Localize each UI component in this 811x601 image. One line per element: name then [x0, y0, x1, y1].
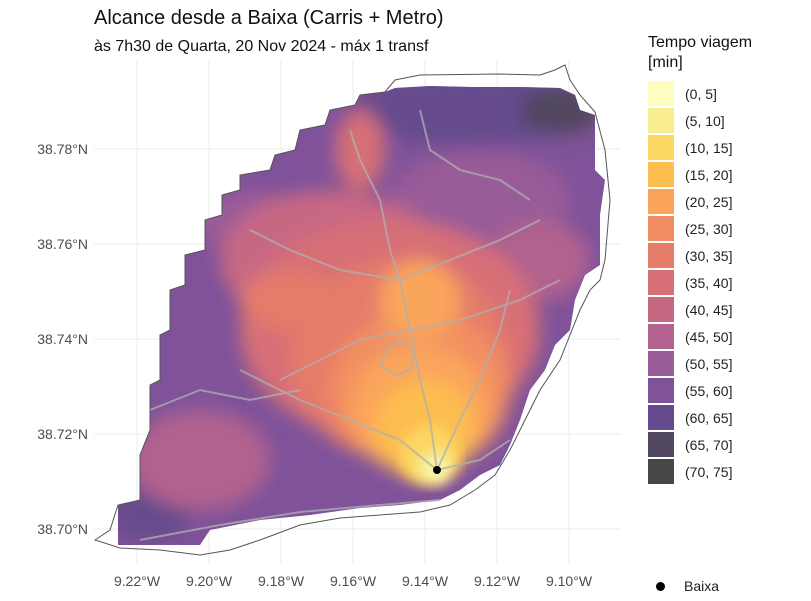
point-legend-label: Baixa: [684, 578, 720, 594]
legend-item: (15, 20]: [648, 161, 732, 188]
legend-item: (70, 75]: [648, 458, 732, 485]
legend-swatch: [648, 432, 674, 457]
point-legend: Baixa: [648, 578, 719, 594]
chart-title: Alcance desde a Baixa (Carris + Metro): [94, 7, 444, 29]
legend-label: (0, 5]: [685, 85, 717, 102]
street-network: [139, 109, 561, 541]
legend-swatch: [648, 351, 674, 376]
y-tick-label: 38.76°N: [37, 236, 88, 252]
legend-label: (15, 20]: [685, 166, 733, 183]
legend-label: (20, 25]: [685, 193, 733, 210]
y-tick-label: 38.78°N: [37, 141, 88, 157]
legend-item: (45, 50]: [648, 323, 732, 350]
legend-item: (5, 10]: [648, 107, 732, 134]
legend-label: (50, 55]: [685, 355, 733, 372]
legend-swatch: [648, 189, 674, 214]
x-axis-ticks: 9.22°W 9.20°W 9.18°W 9.16°W 9.14°W 9.12°…: [114, 573, 593, 589]
legend-swatch: [648, 243, 674, 268]
legend-swatch: [648, 405, 674, 430]
x-tick-label: 9.10°W: [546, 573, 593, 589]
legend-label: (55, 60]: [685, 382, 733, 399]
legend-label: (40, 45]: [685, 301, 733, 318]
y-tick-label: 38.72°N: [37, 426, 88, 442]
legend-item: (10, 15]: [648, 134, 732, 161]
legend-swatch: [648, 81, 674, 106]
x-tick-label: 9.22°W: [114, 573, 161, 589]
y-axis-ticks: 38.78°N 38.76°N 38.74°N 38.72°N 38.70°N: [37, 141, 88, 537]
legend-label: (65, 70]: [685, 436, 733, 453]
legend: (0, 5] (5, 10] (10, 15] (15, 20] (20, 25] (25…: [648, 80, 732, 485]
legend-swatch: [648, 459, 674, 484]
legend-item: (60, 65]: [648, 404, 732, 431]
baixa-point: [433, 466, 441, 474]
legend-swatch: [648, 108, 674, 133]
legend-swatch: [648, 135, 674, 160]
legend-swatch: [648, 216, 674, 241]
x-tick-label: 9.16°W: [330, 573, 377, 589]
legend-swatch: [648, 297, 674, 322]
legend-label: (5, 10]: [685, 112, 725, 129]
travel-time-surface: [118, 86, 605, 545]
legend-swatch: [648, 270, 674, 295]
legend-swatch: [648, 162, 674, 187]
legend-label: (25, 30]: [685, 220, 733, 237]
x-tick-label: 9.18°W: [258, 573, 305, 589]
legend-title-line: Tempo viagem: [648, 34, 753, 51]
legend-item: (50, 55]: [648, 350, 732, 377]
legend-label: (45, 50]: [685, 328, 733, 345]
legend-label: (30, 35]: [685, 247, 733, 264]
x-tick-label: 9.14°W: [402, 573, 449, 589]
legend-item: (55, 60]: [648, 377, 732, 404]
legend-item: (25, 30]: [648, 215, 732, 242]
legend-label: (35, 40]: [685, 274, 733, 291]
legend-item: (40, 45]: [648, 296, 732, 323]
legend-swatch: [648, 378, 674, 403]
legend-label: (10, 15]: [685, 139, 733, 156]
chart-subtitle: às 7h30 de Quarta, 20 Nov 2024 - máx 1 t…: [94, 38, 429, 55]
city-boundary: [93, 64, 611, 556]
y-tick-label: 38.70°N: [37, 521, 88, 537]
legend-item: (65, 70]: [648, 431, 732, 458]
legend-swatch: [648, 324, 674, 349]
legend-label: (70, 75]: [685, 463, 733, 480]
legend-label: (60, 65]: [685, 409, 733, 426]
legend-item: (35, 40]: [648, 269, 732, 296]
legend-title: Tempo viagem [min]: [648, 33, 752, 73]
x-tick-label: 9.12°W: [474, 573, 521, 589]
legend-title-line: [min]: [648, 54, 683, 71]
baixa-dot-icon: [656, 581, 665, 591]
legend-item: (0, 5]: [648, 80, 732, 107]
legend-item: (20, 25]: [648, 188, 732, 215]
x-tick-label: 9.20°W: [186, 573, 233, 589]
y-tick-label: 38.74°N: [37, 331, 88, 347]
legend-item: (30, 35]: [648, 242, 732, 269]
